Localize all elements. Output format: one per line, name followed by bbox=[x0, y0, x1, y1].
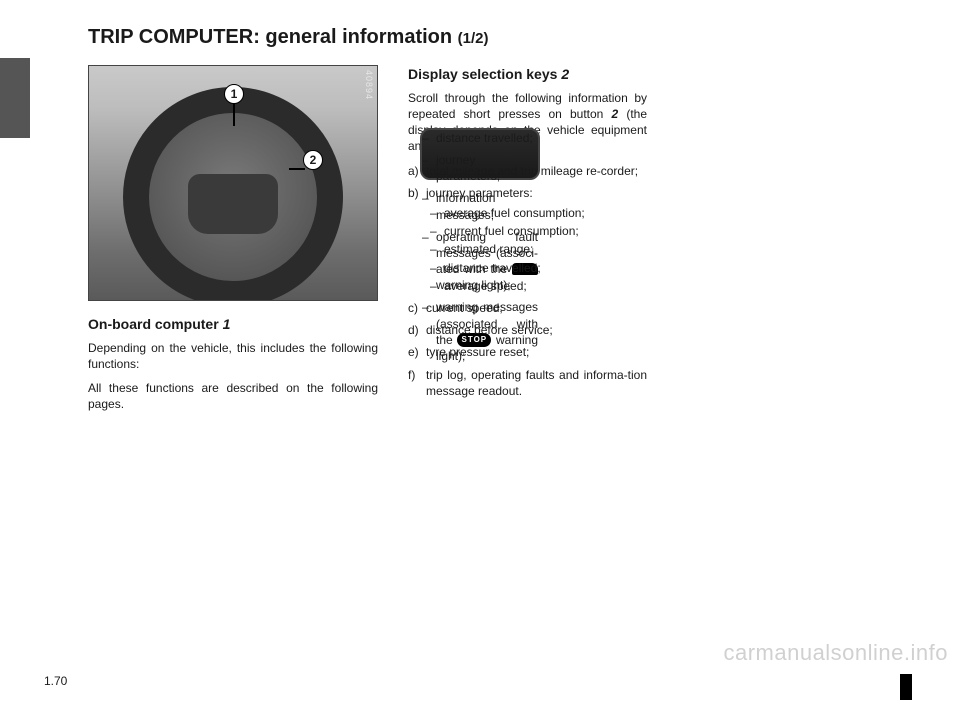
onboard-intro: Depending on the vehicle, this includes … bbox=[88, 340, 378, 372]
item-text: tyre pressure reset; bbox=[426, 345, 529, 359]
sub-item: estimated range; bbox=[426, 241, 647, 257]
chapter-tab bbox=[0, 58, 30, 138]
sub-item: distance travelled; bbox=[426, 260, 647, 276]
watermark: carmanualsonline.info bbox=[723, 640, 948, 666]
onboard-heading-num: 1 bbox=[223, 316, 231, 332]
list-item: distance travelled; bbox=[422, 130, 538, 146]
page-number: 1.70 bbox=[44, 674, 67, 688]
callout-line bbox=[289, 168, 305, 170]
column-middle: Display selection keys 2 Scroll through … bbox=[408, 65, 647, 421]
item-label: f) bbox=[408, 367, 415, 383]
item-text: trip log, operating faults and informa-t… bbox=[426, 368, 647, 398]
display-keys-heading-num: 2 bbox=[561, 66, 569, 82]
item-text: total mileage and trip mileage re-corder… bbox=[426, 164, 638, 178]
onboard-heading: On-board computer 1 bbox=[88, 315, 378, 334]
callout-line bbox=[233, 104, 235, 126]
sub-list: average fuel consumption; current fuel co… bbox=[426, 205, 647, 294]
lettered-item: e) tyre pressure reset; bbox=[408, 344, 647, 360]
sub-item: current fuel consumption; bbox=[426, 223, 647, 239]
steering-wheel-figure: 40894 1 2 bbox=[88, 65, 378, 301]
page-title: TRIP COMPUTER: general information (1/2) bbox=[88, 26, 916, 49]
item-label: d) bbox=[408, 322, 419, 338]
lettered-item: c) current speed; bbox=[408, 300, 647, 316]
lettered-item: a) total mileage and trip mileage re-cord… bbox=[408, 163, 647, 179]
steering-hub bbox=[188, 174, 278, 234]
item-label: b) bbox=[408, 185, 419, 201]
lettered-item: f) trip log, operating faults and informa… bbox=[408, 367, 647, 399]
column-right bbox=[677, 65, 916, 421]
item-text: journey parameters: bbox=[426, 186, 533, 200]
lettered-item: b) journey parameters: average fuel consum… bbox=[408, 185, 647, 294]
photo-id: 40894 bbox=[363, 70, 375, 100]
title-part: (1/2) bbox=[458, 30, 489, 47]
display-keys-heading: Display selection keys 2 bbox=[408, 65, 647, 84]
sub-item: average speed; bbox=[426, 278, 647, 294]
callout-1: 1 bbox=[224, 84, 244, 104]
item-label: a) bbox=[408, 163, 419, 179]
item-label: c) bbox=[408, 300, 418, 316]
lettered-item: d) distance before service; bbox=[408, 322, 647, 338]
column-left: 40894 1 2 On-board computer 1 Depending o… bbox=[88, 65, 378, 421]
onboard-heading-text: On-board computer bbox=[88, 316, 219, 332]
content-columns: 40894 1 2 On-board computer 1 Depending o… bbox=[88, 65, 916, 421]
item-text: distance before service; bbox=[426, 323, 553, 337]
callout-2: 2 bbox=[303, 150, 323, 170]
onboard-outro: All these functions are described on the… bbox=[88, 380, 378, 412]
display-keys-heading-text: Display selection keys bbox=[408, 66, 557, 82]
sub-item: average fuel consumption; bbox=[426, 205, 647, 221]
item-text: current speed; bbox=[426, 301, 503, 315]
manual-page: TRIP COMPUTER: general information (1/2)… bbox=[0, 0, 960, 710]
footer-bar bbox=[900, 674, 912, 700]
item-label: e) bbox=[408, 344, 419, 360]
title-main: TRIP COMPUTER: general information bbox=[88, 26, 452, 48]
